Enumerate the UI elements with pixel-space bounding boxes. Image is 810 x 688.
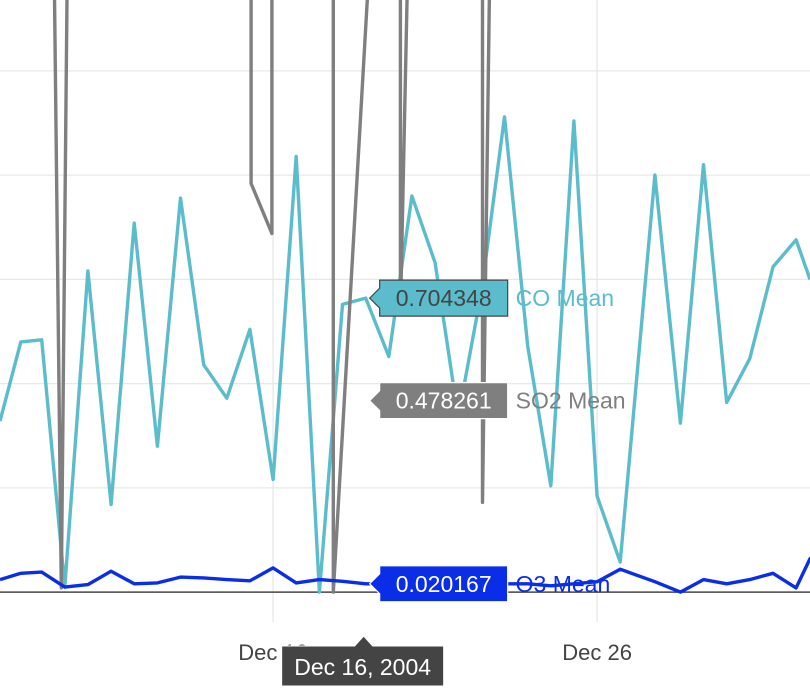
so2-mean-hover-box — [368, 382, 509, 420]
so2-mean-hover-label: 0.478261 SO2 Mean — [368, 382, 626, 420]
co-mean-series-name: CO Mean — [516, 285, 614, 311]
co-mean-hover-value: 0.704348 — [396, 285, 492, 311]
so2-mean-line — [52, 0, 492, 594]
o3-mean-hover-box — [368, 565, 509, 603]
co-mean-line — [0, 115, 810, 594]
o3-mean-hover-value: 0.020167 — [396, 571, 492, 597]
co-mean-hover-box — [368, 279, 509, 317]
x-hover-label: Dec 16, 2004 — [281, 635, 445, 687]
so2-mean-hover-value: 0.478261 — [396, 388, 492, 414]
x-tick-label: Dec 26 — [562, 640, 632, 665]
co-mean-hover-label: 0.704348 CO Mean — [368, 279, 614, 317]
hover-layer: 0.704348 CO Mean 0.478261 SO2 Mean 0.020167 O… — [281, 279, 626, 687]
x-hover-box — [281, 635, 445, 687]
x-hover-date: Dec 16, 2004 — [294, 654, 431, 680]
so2-mean-series-name: SO2 Mean — [516, 388, 626, 414]
axes: Dec 12 Dec 26 — [0, 591, 810, 665]
o3-mean-hover-label: 0.020167 O3 Mean — [368, 565, 611, 603]
o3-mean-series-name: O3 Mean — [516, 571, 611, 597]
